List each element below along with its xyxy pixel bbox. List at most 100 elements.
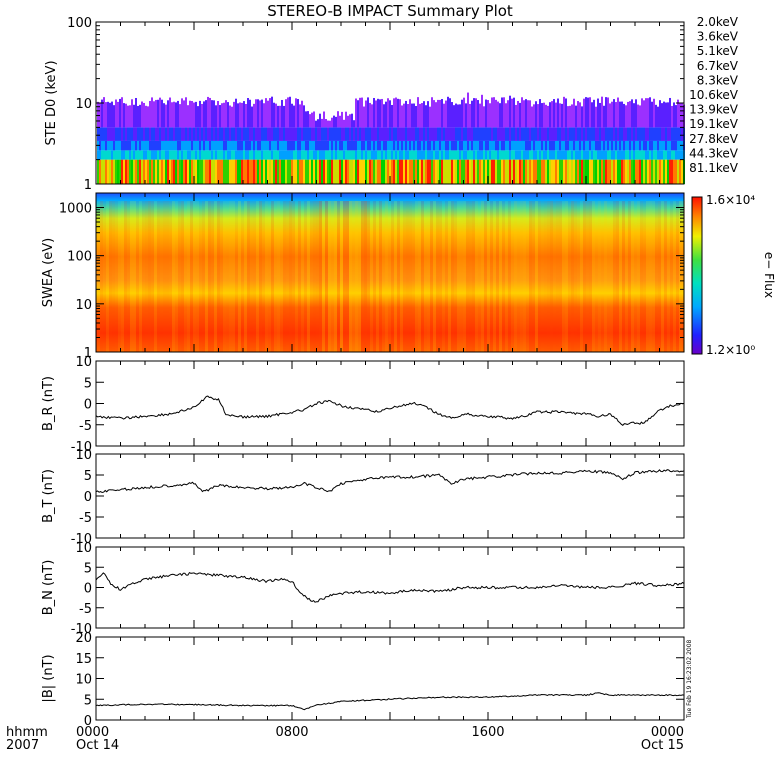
- ste-channel-bar: [125, 140, 127, 151]
- ste-channel-bar: [409, 150, 411, 160]
- ste-channel-bar: [507, 127, 509, 141]
- ste-channel-bar: [561, 127, 563, 141]
- ste-channel-bar: [135, 97, 137, 128]
- ste-channel-bar: [643, 127, 645, 141]
- time-tick-label: 0000: [651, 725, 684, 740]
- ste-channel-bar: [483, 140, 485, 151]
- ste-channel-bar: [179, 159, 181, 184]
- ste-channel-bar: [649, 150, 651, 160]
- ste-channel-bar: [233, 159, 235, 184]
- ste-channel-bar: [267, 140, 269, 151]
- ste-channel-bar: [585, 140, 587, 151]
- ste-channel-bar: [257, 99, 259, 128]
- swea-time-column: [493, 201, 496, 352]
- ste-channel-bar: [261, 127, 263, 141]
- ste-channel-bar: [645, 140, 647, 151]
- ste-channel-bar: [391, 140, 393, 151]
- ste-channel-bar: [677, 140, 679, 151]
- swea-time-column: [541, 201, 544, 352]
- swea-time-column: [151, 201, 154, 352]
- swea-time-column: [652, 201, 655, 352]
- swea-time-column: [163, 201, 166, 352]
- swea-time-column: [562, 201, 565, 352]
- ste-channel-bar: [575, 140, 577, 151]
- ste-channel-bar: [655, 104, 657, 128]
- ste-channel-bar: [391, 127, 393, 141]
- swea-time-column: [406, 201, 409, 352]
- ste-channel-bar: [107, 159, 109, 184]
- ste-channel-bar: [579, 140, 581, 151]
- ste-channel-bar: [581, 127, 583, 141]
- swea-time-column: [223, 201, 226, 352]
- ste-channel-bar: [605, 159, 607, 184]
- ste-channel-bar: [563, 96, 565, 128]
- ste-channel-bar: [355, 127, 357, 141]
- ste-channel-bar: [447, 127, 449, 141]
- ste-channel-bar: [659, 140, 661, 151]
- ste-channel-bar: [539, 127, 541, 141]
- ste-channel-bar: [641, 98, 643, 128]
- ste-channel-bar: [231, 106, 233, 128]
- ste-channel-bar: [283, 105, 285, 128]
- ste-channel-bar: [519, 140, 521, 151]
- ste-channel-bar: [147, 127, 149, 141]
- ste-channel-bar: [581, 150, 583, 160]
- ste-channel-bar: [105, 140, 107, 151]
- ste-channel-bar: [499, 159, 501, 184]
- ste-channel-bar: [145, 127, 147, 141]
- legend-entry: 19.1keV: [689, 117, 739, 131]
- y-tick-label: 0: [84, 714, 92, 729]
- ste-channel-bar: [439, 150, 441, 160]
- ste-channel-bar: [177, 100, 179, 128]
- ste-channel-bar: [395, 159, 397, 184]
- swea-time-column: [535, 201, 538, 352]
- ste-channel-bar: [329, 140, 331, 151]
- ste-channel-bar: [543, 127, 545, 141]
- ste-channel-bar: [337, 159, 339, 184]
- swea-time-column: [577, 201, 580, 352]
- ste-channel-bar: [433, 140, 435, 151]
- ste-channel-bar: [275, 103, 277, 128]
- ste-channel-bar: [113, 127, 115, 141]
- ste-channel-bar: [671, 127, 673, 141]
- ste-channel-bar: [551, 140, 553, 151]
- ste-channel-bar: [495, 127, 497, 141]
- ste-channel-bar: [259, 150, 261, 160]
- y-tick-label: 20: [75, 631, 92, 646]
- ste-channel-bar: [401, 140, 403, 151]
- ste-channel-bar: [117, 159, 119, 184]
- y-tick-label: -5: [79, 602, 92, 617]
- ste-channel-bar: [223, 150, 225, 160]
- swea-time-column: [589, 201, 592, 352]
- ste-channel-bar: [501, 150, 503, 160]
- ste-channel-bar: [399, 140, 401, 151]
- ste-channel-bar: [417, 150, 419, 160]
- ste-channel-bar: [159, 150, 161, 160]
- ste-channel-bar: [427, 127, 429, 141]
- ste-channel-bar: [189, 100, 191, 128]
- ste-channel-bar: [253, 159, 255, 184]
- ste-channel-bar: [247, 98, 249, 128]
- ste-channel-bar: [213, 159, 215, 184]
- ste-channel-bar: [131, 150, 133, 160]
- swea-time-column: [196, 201, 199, 352]
- ste-channel-bar: [239, 140, 241, 151]
- ste-channel-bar: [493, 150, 495, 160]
- ste-channel-bar: [653, 98, 655, 128]
- ste-channel-bar: [385, 140, 387, 151]
- ste-channel-bar: [525, 140, 527, 151]
- ste-channel-bar: [625, 150, 627, 160]
- ste-channel-bar: [363, 140, 365, 151]
- ste-channel-bar: [407, 150, 409, 160]
- ste-channel-bar: [327, 127, 329, 141]
- colorbar: 1.6×10⁴ 1.2×10⁰ e− Flux: [691, 193, 776, 357]
- ste-channel-bar: [461, 150, 463, 160]
- swea-time-column: [457, 201, 460, 352]
- swea-time-column: [217, 201, 220, 352]
- ste-channel-bar: [169, 97, 171, 128]
- ste-channel-bar: [333, 127, 335, 141]
- swea-time-column: [127, 201, 130, 352]
- ste-channel-bar: [319, 150, 321, 160]
- ste-channel-bar: [585, 127, 587, 141]
- ste-channel-bar: [663, 140, 665, 151]
